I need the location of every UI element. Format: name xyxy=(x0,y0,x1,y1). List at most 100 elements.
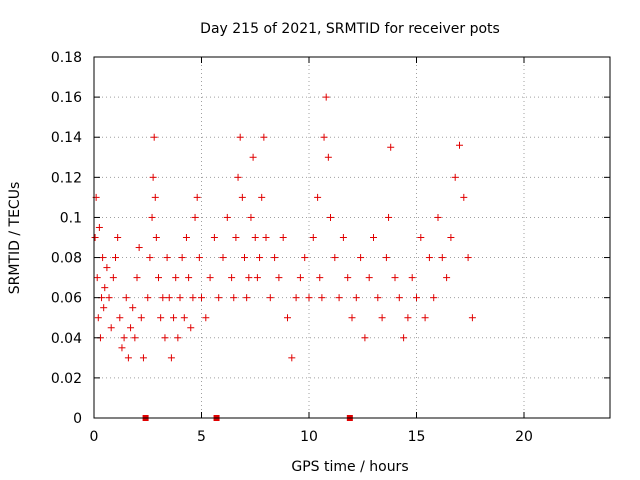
y-tick-label: 0.18 xyxy=(51,50,82,66)
data-point xyxy=(425,254,433,262)
data-point xyxy=(391,274,399,282)
data-point xyxy=(139,354,147,362)
grid-lines xyxy=(94,57,610,418)
data-point xyxy=(258,193,266,201)
data-point xyxy=(210,234,218,241)
data-point xyxy=(170,314,178,322)
data-point xyxy=(253,274,261,282)
data-point xyxy=(382,254,390,262)
x-tick-label: 15 xyxy=(408,429,426,445)
data-point xyxy=(260,133,268,141)
data-point xyxy=(374,294,382,302)
data-point xyxy=(232,234,240,241)
plot-frame xyxy=(93,56,611,419)
data-point xyxy=(385,213,393,221)
data-point xyxy=(241,254,248,262)
data-point xyxy=(284,314,291,322)
data-point xyxy=(451,173,459,181)
data-point xyxy=(182,234,190,241)
data-point xyxy=(370,234,377,241)
data-point xyxy=(331,254,339,262)
data-point xyxy=(421,314,429,322)
data-point xyxy=(159,294,167,302)
data-point xyxy=(149,173,157,181)
x-tick-label: 0 xyxy=(90,429,99,445)
data-point xyxy=(219,254,227,262)
data-point xyxy=(165,294,173,302)
data-point xyxy=(95,223,103,231)
data-point xyxy=(100,304,108,312)
data-point xyxy=(180,314,188,322)
data-point xyxy=(275,274,283,282)
data-point xyxy=(234,173,242,181)
data-point xyxy=(230,294,238,302)
data-point xyxy=(176,294,184,302)
data-point xyxy=(296,274,304,282)
data-point xyxy=(101,284,109,292)
data-point xyxy=(189,294,197,302)
data-point xyxy=(238,193,246,201)
data-point xyxy=(387,143,395,151)
data-point xyxy=(468,314,476,322)
y-tick-label: 0 xyxy=(73,411,82,427)
axis-ticks: 0 0.02 0.04 0.06 0.08 0.1 0.12 0.14 0.16 0.18 0 5 10… xyxy=(51,50,610,445)
data-point xyxy=(133,274,141,282)
data-point xyxy=(93,274,101,282)
data-point xyxy=(157,314,165,322)
data-point xyxy=(151,193,159,201)
data-point xyxy=(245,274,253,282)
y-tick-label: 0.06 xyxy=(51,291,82,307)
data-point xyxy=(400,334,408,342)
data-point xyxy=(146,254,154,262)
data-point xyxy=(137,314,145,322)
data-point xyxy=(144,294,152,302)
data-point xyxy=(256,254,264,262)
data-point xyxy=(152,234,160,241)
y-tick-label: 0.04 xyxy=(51,331,82,347)
data-point xyxy=(129,304,137,312)
data-point xyxy=(404,314,412,322)
data-point xyxy=(155,274,162,282)
data-point xyxy=(262,234,270,241)
data-point xyxy=(460,193,468,201)
data-point xyxy=(193,193,201,201)
data-point xyxy=(335,294,343,302)
x-tick-label: 20 xyxy=(515,429,533,445)
y-tick-label: 0.12 xyxy=(51,170,82,186)
data-point xyxy=(107,324,115,332)
data-point xyxy=(378,314,386,322)
data-point xyxy=(456,141,463,149)
data-point xyxy=(127,324,135,332)
data-point xyxy=(185,274,193,282)
data-point xyxy=(172,274,180,282)
data-point xyxy=(279,234,287,241)
data-point xyxy=(324,153,332,161)
data-point xyxy=(318,294,326,302)
data-point xyxy=(122,294,130,302)
data-point xyxy=(339,234,347,241)
data-point xyxy=(266,294,274,302)
data-point xyxy=(148,213,156,221)
data-point xyxy=(202,314,210,322)
x-tick-label: 5 xyxy=(197,429,206,445)
data-point xyxy=(357,254,365,262)
data-point xyxy=(103,264,111,272)
data-point xyxy=(447,234,455,241)
data-point xyxy=(361,334,369,342)
data-point xyxy=(327,213,334,221)
data-point xyxy=(215,294,223,302)
data-point xyxy=(438,254,446,262)
data-point xyxy=(443,274,451,282)
data-point xyxy=(271,254,279,262)
data-point xyxy=(124,354,132,362)
y-tick-label: 0.08 xyxy=(51,251,82,267)
y-axis-label: SRMTID / TECUs xyxy=(7,182,23,295)
data-point xyxy=(150,133,158,141)
data-point xyxy=(247,213,255,221)
data-point xyxy=(301,254,309,262)
data-point xyxy=(413,294,420,302)
data-point xyxy=(408,274,416,282)
data-point xyxy=(320,133,328,141)
data-point xyxy=(174,334,182,342)
data-point xyxy=(434,213,442,221)
